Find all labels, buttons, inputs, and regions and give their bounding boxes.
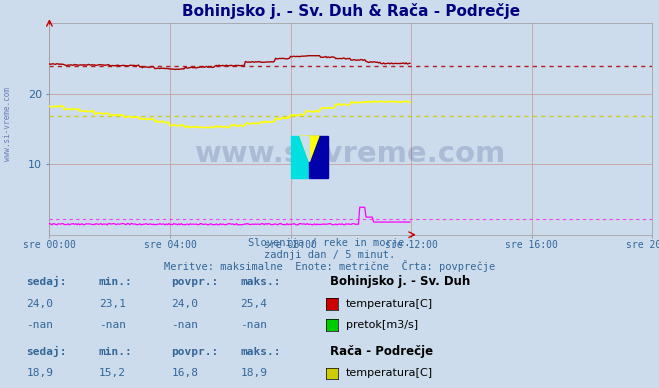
Text: temperatura[C]: temperatura[C] bbox=[346, 298, 433, 308]
Text: 18,9: 18,9 bbox=[241, 368, 268, 378]
Text: pretok[m3/s]: pretok[m3/s] bbox=[346, 320, 418, 330]
Text: Meritve: maksimalne  Enote: metrične  Črta: povprečje: Meritve: maksimalne Enote: metrične Črta… bbox=[164, 260, 495, 272]
Text: maks.:: maks.: bbox=[241, 277, 281, 287]
Text: 24,0: 24,0 bbox=[171, 298, 198, 308]
Text: 15,2: 15,2 bbox=[99, 368, 126, 378]
Bar bbox=[310, 136, 328, 178]
Text: 18,9: 18,9 bbox=[26, 368, 53, 378]
Text: sedaj:: sedaj: bbox=[26, 276, 67, 287]
Text: www.si-vreme.com: www.si-vreme.com bbox=[3, 87, 13, 161]
Text: -nan: -nan bbox=[99, 320, 126, 330]
Text: -nan: -nan bbox=[241, 320, 268, 330]
Title: Bohinjsko j. - Sv. Duh & Rača - Podrečje: Bohinjsko j. - Sv. Duh & Rača - Podrečje bbox=[182, 3, 520, 19]
Text: www.si-vreme.com: www.si-vreme.com bbox=[195, 140, 507, 168]
Text: Slovenija / reke in morje.: Slovenija / reke in morje. bbox=[248, 238, 411, 248]
Text: min.:: min.: bbox=[99, 347, 132, 357]
Text: -nan: -nan bbox=[26, 320, 53, 330]
Text: sedaj:: sedaj: bbox=[26, 346, 67, 357]
Text: zadnji dan / 5 minut.: zadnji dan / 5 minut. bbox=[264, 250, 395, 260]
Polygon shape bbox=[300, 136, 319, 161]
Text: maks.:: maks.: bbox=[241, 347, 281, 357]
Text: -nan: -nan bbox=[171, 320, 198, 330]
Text: temperatura[C]: temperatura[C] bbox=[346, 368, 433, 378]
Text: 25,4: 25,4 bbox=[241, 298, 268, 308]
Polygon shape bbox=[300, 136, 310, 161]
Text: 24,0: 24,0 bbox=[26, 298, 53, 308]
Text: 16,8: 16,8 bbox=[171, 368, 198, 378]
Text: povpr.:: povpr.: bbox=[171, 347, 219, 357]
Bar bbox=[291, 136, 310, 178]
Text: povpr.:: povpr.: bbox=[171, 277, 219, 287]
Text: 23,1: 23,1 bbox=[99, 298, 126, 308]
Text: Rača - Podrečje: Rača - Podrečje bbox=[330, 345, 432, 358]
Text: Bohinjsko j. - Sv. Duh: Bohinjsko j. - Sv. Duh bbox=[330, 275, 470, 288]
Text: min.:: min.: bbox=[99, 277, 132, 287]
